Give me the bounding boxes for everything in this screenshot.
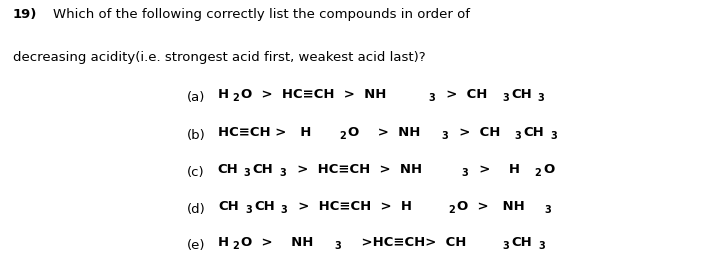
Text: Which of the following correctly list the compounds in order of: Which of the following correctly list th… [53, 8, 470, 21]
Text: 3: 3 [515, 131, 522, 141]
Text: 2: 2 [232, 241, 239, 251]
Text: H: H [218, 88, 229, 101]
Text: CH: CH [254, 200, 275, 213]
Text: 2: 2 [534, 168, 541, 178]
Text: (a): (a) [187, 91, 205, 104]
Text: 3: 3 [503, 241, 509, 251]
Text: >    H: > H [470, 163, 520, 176]
Text: >  CH: > CH [450, 126, 500, 139]
Text: 2: 2 [448, 205, 455, 215]
Text: 3: 3 [551, 131, 557, 141]
Text: 3: 3 [245, 205, 252, 215]
Text: >HC≡CH>  CH: >HC≡CH> CH [344, 236, 467, 249]
Text: 3: 3 [544, 205, 551, 215]
Text: CH: CH [511, 88, 532, 101]
Text: O    >  NH: O > NH [348, 126, 420, 139]
Text: 2: 2 [232, 93, 239, 103]
Text: 3: 3 [334, 241, 341, 251]
Text: HC≡CH >   H: HC≡CH > H [218, 126, 312, 139]
Text: 3: 3 [281, 205, 287, 215]
Text: 3: 3 [538, 241, 545, 251]
Text: 3: 3 [429, 93, 435, 103]
Text: O  >  HC≡CH  >  NH: O > HC≡CH > NH [241, 88, 386, 101]
Text: H: H [218, 236, 230, 249]
Text: 3: 3 [461, 168, 468, 178]
Text: CH: CH [253, 163, 273, 176]
Text: 3: 3 [441, 131, 448, 141]
Text: decreasing acidity(i.e. strongest acid first, weakest acid last)?: decreasing acidity(i.e. strongest acid f… [13, 51, 425, 64]
Text: (b): (b) [187, 129, 206, 142]
Text: O  >   NH: O > NH [457, 200, 524, 213]
Text: CH: CH [217, 163, 238, 176]
Text: 3: 3 [244, 168, 251, 178]
Text: >  CH: > CH [437, 88, 488, 101]
Text: O  >    NH: O > NH [241, 236, 313, 249]
Text: 3: 3 [279, 168, 286, 178]
Text: CH: CH [218, 200, 239, 213]
Text: >  HC≡CH  >  NH: > HC≡CH > NH [288, 163, 422, 176]
Text: (e): (e) [187, 239, 205, 252]
Text: 2: 2 [339, 131, 346, 141]
Text: 3: 3 [503, 93, 509, 103]
Text: (c): (c) [187, 166, 204, 179]
Text: O: O [543, 163, 554, 176]
Text: CH: CH [511, 236, 532, 249]
Text: 19): 19) [13, 8, 37, 21]
Text: (d): (d) [187, 203, 206, 216]
Text: 3: 3 [538, 93, 545, 103]
Text: >  HC≡CH  >  H: > HC≡CH > H [289, 200, 413, 213]
Text: CH: CH [524, 126, 544, 139]
